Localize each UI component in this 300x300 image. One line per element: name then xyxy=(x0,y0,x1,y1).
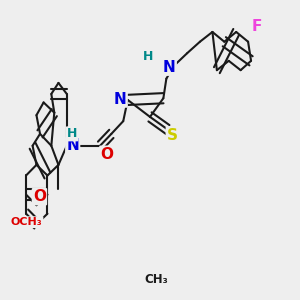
Text: N: N xyxy=(114,92,127,106)
Text: O: O xyxy=(33,189,46,204)
Text: F: F xyxy=(252,20,262,34)
Text: O: O xyxy=(100,147,113,162)
Text: N: N xyxy=(66,138,79,153)
Text: H: H xyxy=(143,50,154,63)
Text: N: N xyxy=(163,60,176,75)
Text: H: H xyxy=(67,128,77,140)
Text: OCH₃: OCH₃ xyxy=(11,217,43,227)
Text: S: S xyxy=(167,128,178,142)
Text: CH₃: CH₃ xyxy=(144,273,168,286)
